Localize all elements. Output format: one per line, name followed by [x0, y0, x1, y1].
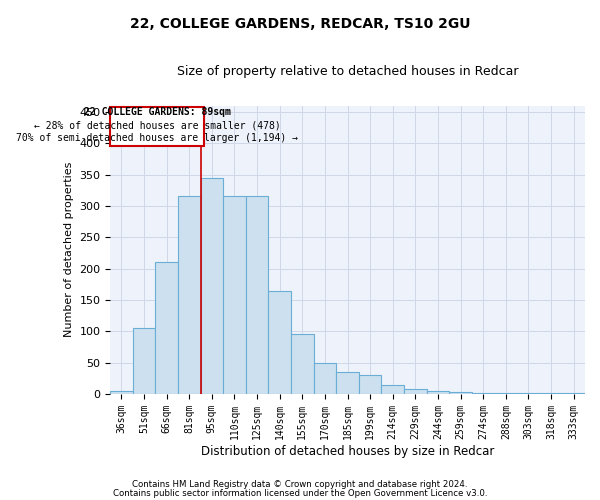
Bar	[427, 391, 449, 394]
Bar	[382, 384, 404, 394]
Bar	[359, 375, 382, 394]
Bar	[200, 178, 223, 394]
Title: Size of property relative to detached houses in Redcar: Size of property relative to detached ho…	[177, 65, 518, 78]
Text: Contains HM Land Registry data © Crown copyright and database right 2024.: Contains HM Land Registry data © Crown c…	[132, 480, 468, 489]
Text: 22, COLLEGE GARDENS, REDCAR, TS10 2GU: 22, COLLEGE GARDENS, REDCAR, TS10 2GU	[130, 18, 470, 32]
Bar	[336, 372, 359, 394]
Text: 70% of semi-detached houses are larger (1,194) →: 70% of semi-detached houses are larger (…	[16, 134, 298, 143]
Bar	[291, 334, 314, 394]
Bar	[449, 392, 472, 394]
Bar	[110, 391, 133, 394]
Bar	[268, 290, 291, 394]
Y-axis label: Number of detached properties: Number of detached properties	[64, 162, 74, 338]
Bar	[155, 262, 178, 394]
Bar	[178, 196, 200, 394]
Bar	[246, 196, 268, 394]
X-axis label: Distribution of detached houses by size in Redcar: Distribution of detached houses by size …	[201, 444, 494, 458]
Text: Contains public sector information licensed under the Open Government Licence v3: Contains public sector information licen…	[113, 489, 487, 498]
Bar	[133, 328, 155, 394]
FancyBboxPatch shape	[110, 107, 204, 146]
Bar	[314, 362, 336, 394]
Text: ← 28% of detached houses are smaller (478): ← 28% of detached houses are smaller (47…	[34, 120, 280, 130]
Text: 22 COLLEGE GARDENS: 89sqm: 22 COLLEGE GARDENS: 89sqm	[83, 107, 230, 117]
Bar	[472, 392, 494, 394]
Bar	[223, 196, 246, 394]
Bar	[404, 389, 427, 394]
